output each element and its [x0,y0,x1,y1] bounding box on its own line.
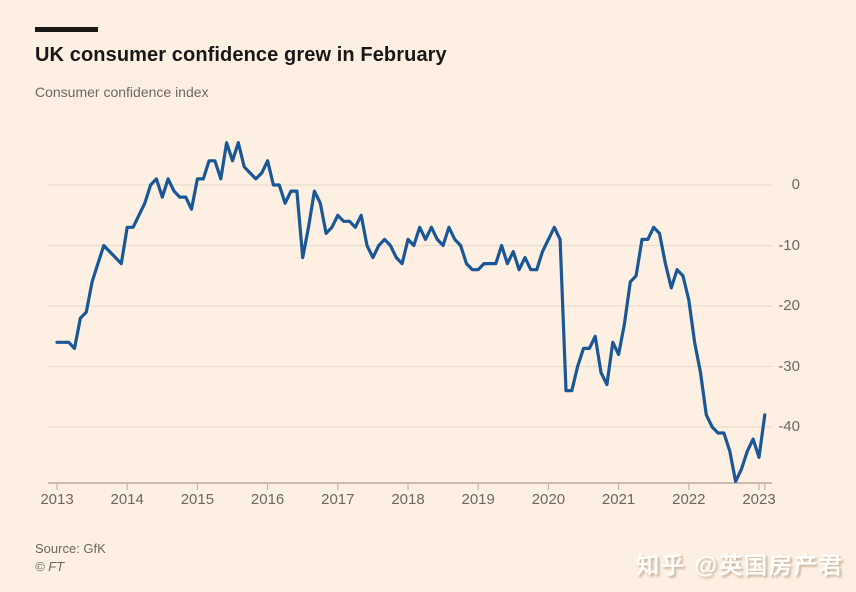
x-tick-label: 2015 [180,491,215,508]
y-tick-label: -20 [778,297,800,314]
y-tick-label: -10 [778,236,800,254]
x-tick-label: 2020 [531,491,566,508]
y-tick-label: -30 [778,357,800,375]
zhihu-watermark: 知乎 @英国房产君 [636,552,844,578]
x-tick-label: 2023 [742,491,776,508]
x-tick-label: 2018 [391,491,425,508]
y-tick-label: 0 [791,176,800,193]
x-tick-label: 2017 [321,491,355,508]
x-tick-label: 2019 [461,491,495,508]
confidence-index-line [55,141,767,483]
x-tick-label: 2022 [672,491,706,508]
x-tick-label: 2016 [250,491,285,508]
ft-copyright: © FT [35,559,65,574]
y-tick-label: -40 [778,418,800,435]
chart-title: UK consumer confidence grew in February [35,44,447,66]
x-tick-label: 2014 [110,491,144,508]
title-accent-bar [35,27,98,32]
x-tick-label: 2021 [601,491,636,508]
x-tick-label: 2013 [40,491,74,508]
source-label: Source: GfK [35,541,106,556]
chart-subtitle: Consumer confidence index [35,84,209,100]
